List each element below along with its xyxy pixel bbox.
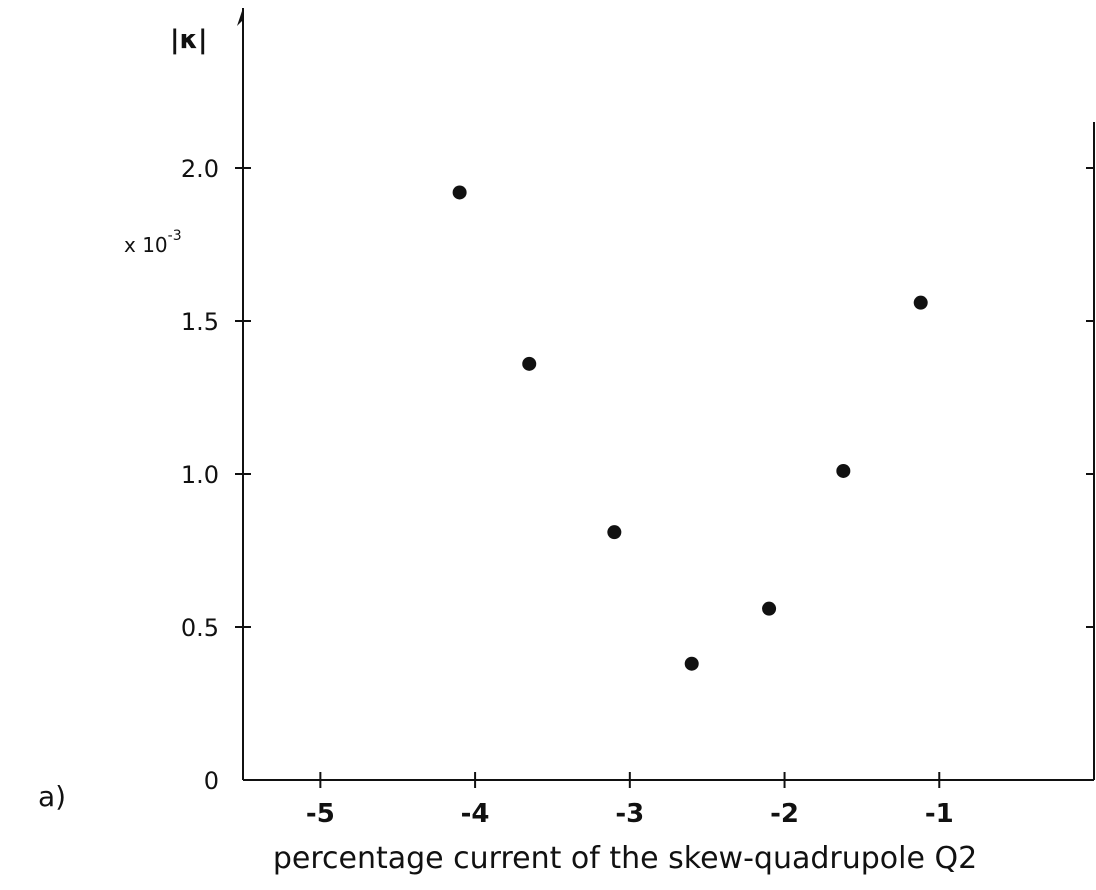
y-multiplier-exponent: -3: [168, 228, 182, 244]
x-axis-label: percentage current of the skew-quadrupol…: [273, 841, 977, 876]
y-axis-label: |κ|: [170, 25, 207, 55]
x-tick-label: -2: [770, 799, 799, 829]
x-tick-label: -4: [461, 799, 490, 829]
data-point: [452, 185, 467, 200]
data-point: [607, 525, 622, 540]
data-point: [836, 463, 851, 478]
data-point: [684, 656, 699, 671]
x-tick-label: -1: [925, 799, 954, 829]
y-tick-label: 1.0: [181, 461, 219, 489]
data-point: [913, 295, 928, 310]
x-tick-label: -5: [306, 799, 335, 829]
y-tick-label: 0: [204, 767, 219, 795]
y-tick-label: 2.0: [181, 155, 219, 183]
data-point: [762, 601, 777, 616]
y-tick-label: 1.5: [181, 308, 219, 336]
y-multiplier-base: x 10: [124, 233, 168, 257]
y-axis-arrow: [237, 8, 243, 26]
data-point: [522, 356, 537, 371]
x-tick-label: -3: [615, 799, 644, 829]
panel-label: a): [38, 780, 66, 813]
y-multiplier: x 10-3: [124, 228, 182, 257]
y-tick-label: 0.5: [181, 614, 219, 642]
